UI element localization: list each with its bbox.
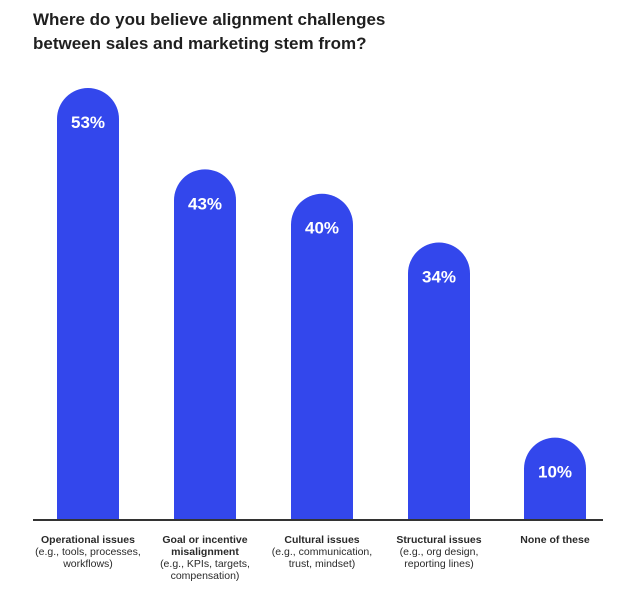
category-label-main: Operational issues (41, 534, 135, 546)
category-label-sub: (e.g., tools, processes, (35, 546, 141, 558)
category-label-main: Structural issues (396, 534, 482, 546)
category-label-sub: reporting lines) (404, 558, 474, 570)
bar-value-label-5: 10% (538, 463, 572, 482)
bar-value-label-2: 43% (188, 194, 222, 213)
category-label-sub: compensation) (170, 570, 240, 582)
bar-value-label-3: 40% (305, 219, 339, 238)
bar-5 (524, 437, 586, 519)
category-label-main: None of these (520, 534, 590, 546)
category-label-1: Operational issues (e.g., tools, processe… (26, 534, 150, 570)
chart-title-line-2: between sales and marketing stem from? (33, 34, 367, 53)
category-label-sub: trust, mindset) (288, 558, 356, 570)
bar-value-label-1: 53% (71, 113, 105, 132)
bar-3 (291, 193, 353, 519)
category-label-main: misalignment (171, 546, 239, 558)
category-label-3: Cultural issues (e.g., communication, trus… (260, 534, 384, 570)
category-label-2: Goal or incentive misalignment (e.g., KPIs… (143, 534, 267, 582)
category-label-5: None of these (493, 534, 617, 546)
chart-title: Where do you believe alignment challenge… (33, 8, 473, 56)
bar-2 (174, 169, 236, 520)
chart-title-line-1: Where do you believe alignment challenge… (33, 10, 386, 29)
category-label-sub: (e.g., communication, (271, 546, 373, 558)
bar-4 (408, 242, 470, 520)
category-label-main: Goal or incentive (162, 534, 248, 546)
category-label-sub: (e.g., KPIs, targets, (160, 558, 250, 570)
category-label-main: Cultural issues (284, 534, 360, 546)
category-label-sub: (e.g., org design, (399, 546, 479, 558)
category-label-4: Structural issues (e.g., org design, repor… (377, 534, 501, 570)
bar-1 (57, 88, 119, 519)
bar-value-label-4: 34% (422, 268, 456, 287)
category-label-sub: workflows) (63, 558, 113, 570)
